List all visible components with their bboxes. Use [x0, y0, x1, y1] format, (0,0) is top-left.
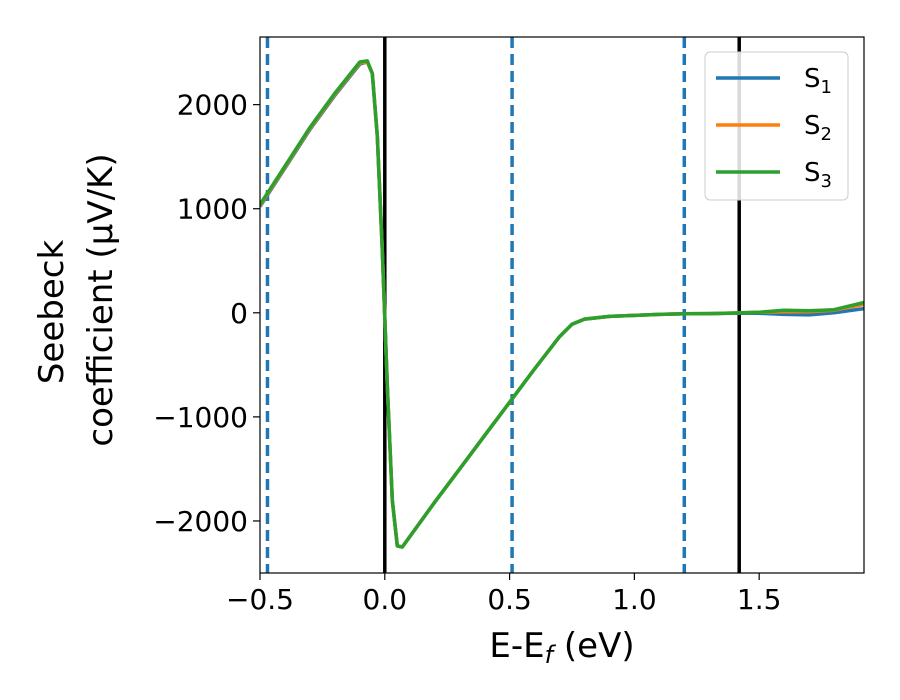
y-tick-label: −1000: [153, 401, 248, 434]
y-axis-label-line-1: Seebeck: [32, 240, 72, 385]
x-tick-label: 1.0: [612, 583, 657, 616]
y-axis-ticks: −2000 −1000 0 1000 2000: [153, 89, 260, 538]
y-axis-label: Seebeck coefficient (μV/K): [32, 153, 121, 446]
plot-frame: [259, 36, 865, 574]
legend-label: S2: [804, 111, 832, 145]
legend-label: S3: [804, 158, 832, 192]
legend-label: S1: [804, 64, 832, 98]
x-tick-label: −0.5: [226, 583, 294, 616]
series-lines: [260, 59, 864, 549]
x-axis-label: E-Ef (eV): [489, 626, 634, 669]
y-axis-label-line-2: coefficient (μV/K): [81, 153, 121, 446]
y-tick-label: −2000: [153, 505, 248, 538]
series-line-S3: [260, 59, 864, 549]
y-tick-label: 0: [230, 297, 248, 330]
x-axis-ticks: −0.5 0.0 0.5 1.0 1.5: [226, 573, 781, 616]
legend: S1 S2 S3: [704, 51, 849, 201]
y-tick-label: 2000: [177, 89, 248, 122]
x-tick-label: 0.0: [363, 583, 408, 616]
reference-lines: [265, 37, 741, 573]
y-tick-label: 1000: [177, 193, 248, 226]
x-tick-label: 0.5: [487, 583, 532, 616]
x-tick-label: 1.5: [737, 583, 782, 616]
